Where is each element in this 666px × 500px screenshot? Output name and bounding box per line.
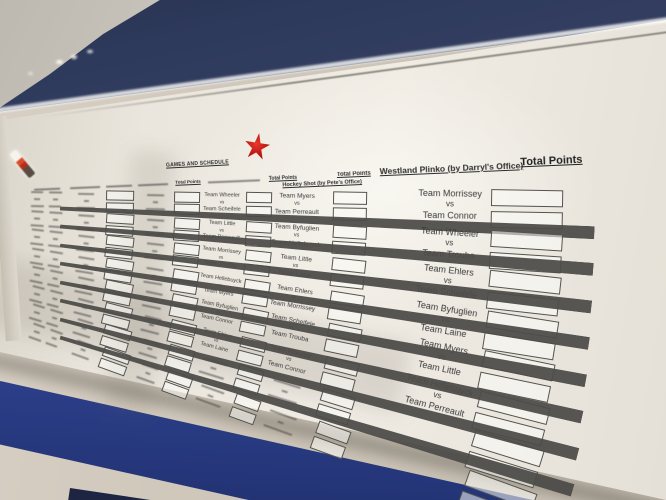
- illegible-text-smudge: [146, 194, 164, 196]
- illegible-text-smudge: [49, 328, 63, 334]
- team-name: Team Wheeler: [204, 192, 240, 199]
- illegible-text-smudge: [51, 335, 57, 340]
- illegible-text-smudge: [277, 420, 284, 424]
- glare-dot: [71, 55, 77, 59]
- illegible-text-smudge: [48, 210, 63, 214]
- score-box: [245, 220, 273, 234]
- illegible-text-smudge: [49, 308, 63, 314]
- score-box: [105, 212, 135, 225]
- illegible-text-smudge: [152, 225, 158, 228]
- illegible-text-smudge: [78, 255, 95, 260]
- total-points-header-medium: Total Points: [336, 170, 371, 178]
- illegible-text-smudge: [78, 192, 95, 195]
- illegible-text-smudge: [263, 423, 293, 436]
- glare-dot: [87, 50, 93, 53]
- illegible-text-smudge: [49, 230, 63, 234]
- illegible-text-smudge: [281, 389, 288, 394]
- illegible-text-smudge: [49, 288, 63, 294]
- illegible-text-smudge: [71, 351, 89, 360]
- illegible-text-smudge: [33, 322, 46, 328]
- illegible-text-smudge: [32, 284, 45, 290]
- darryls-office-game-header: Westland Plinko (by Darryl's Office): [379, 160, 524, 177]
- illegible-text-smudge: [48, 191, 62, 194]
- illegible-text-smudge: [146, 266, 164, 271]
- glare-dot: [28, 72, 33, 75]
- illegible-text-smudge: [49, 249, 63, 254]
- score-box: [244, 249, 272, 264]
- illegible-text-smudge: [151, 249, 157, 253]
- score-box: [332, 191, 368, 205]
- illegible-text-smudge: [145, 290, 163, 296]
- total-points-header-large: Total Points: [520, 153, 583, 169]
- score-box: [332, 224, 368, 240]
- score-box: [490, 189, 564, 208]
- illegible-text-smudge: [31, 228, 44, 232]
- illegible-text-smudge: [79, 347, 86, 351]
- illegible-text-smudge: [210, 366, 217, 370]
- illegible-text-smudge: [33, 329, 40, 334]
- illegible-text-smudge: [49, 269, 63, 274]
- illegible-text-smudge: [32, 247, 45, 251]
- illegible-text-smudge: [28, 335, 41, 341]
- illegible-text-smudge: [78, 213, 95, 217]
- illegible-text-smudge: [135, 375, 155, 384]
- score-box: [245, 191, 273, 204]
- illegible-text-smudge: [207, 393, 214, 398]
- illegible-text-smudge: [146, 218, 164, 221]
- illegible-text-smudge: [146, 242, 164, 246]
- team-name: Team Myers: [279, 192, 315, 201]
- total-points-header-small: Total Points: [268, 174, 298, 182]
- illegible-text-smudge: [32, 265, 45, 270]
- illegible-text-smudge: [31, 209, 44, 213]
- illegible-text-smudge: [144, 370, 151, 375]
- illegible-text-smudge: [195, 396, 221, 408]
- illegible-text-smudge: [78, 234, 95, 238]
- glare-dot: [56, 60, 63, 64]
- illegible-text-smudge: [45, 341, 58, 347]
- score-box: [490, 229, 564, 252]
- illegible-text-smudge: [31, 191, 44, 193]
- vs-label: vs: [294, 200, 300, 207]
- illegible-text-smudge: [152, 201, 158, 203]
- illegible-text-smudge: [78, 276, 95, 282]
- score-box: [106, 190, 135, 201]
- vs-label: vs: [219, 199, 225, 205]
- illegible-text-smudge: [78, 297, 94, 303]
- score-box: [331, 257, 367, 274]
- illegible-text-smudge: [33, 303, 45, 309]
